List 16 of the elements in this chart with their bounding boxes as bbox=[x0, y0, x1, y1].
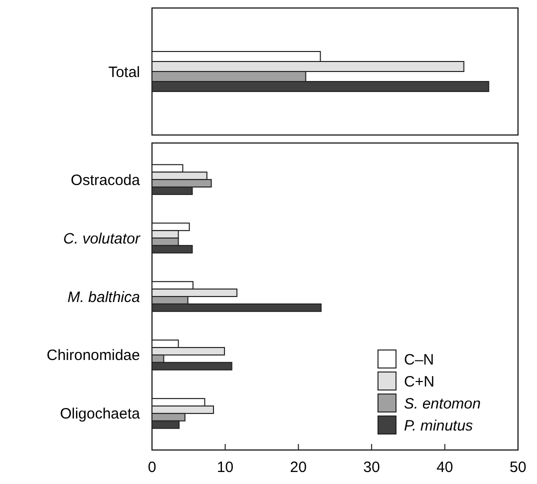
legend-label: P. minutus bbox=[404, 417, 474, 434]
legend-label: C+N bbox=[404, 373, 434, 390]
y-tick-label: M. balthica bbox=[67, 288, 140, 306]
y-tick-label: Ostracoda bbox=[70, 172, 141, 189]
x-tick-label: 50 bbox=[510, 459, 526, 476]
legend-label: C–N bbox=[404, 351, 434, 368]
y-tick-label: Oligochaeta bbox=[60, 406, 141, 423]
x-tick-label: 10 bbox=[216, 459, 234, 476]
y-tick-label: Total bbox=[108, 64, 140, 81]
x-tick-label: 20 bbox=[290, 459, 307, 476]
y-tick-label: Chironomidae bbox=[46, 347, 140, 364]
x-tick-label: 30 bbox=[363, 459, 380, 476]
x-tick-label: 40 bbox=[436, 459, 454, 476]
y-tick-label: C. volutator bbox=[63, 230, 141, 248]
x-tick-label: 0 bbox=[148, 459, 156, 476]
legend-label: S. entomon bbox=[404, 395, 481, 412]
